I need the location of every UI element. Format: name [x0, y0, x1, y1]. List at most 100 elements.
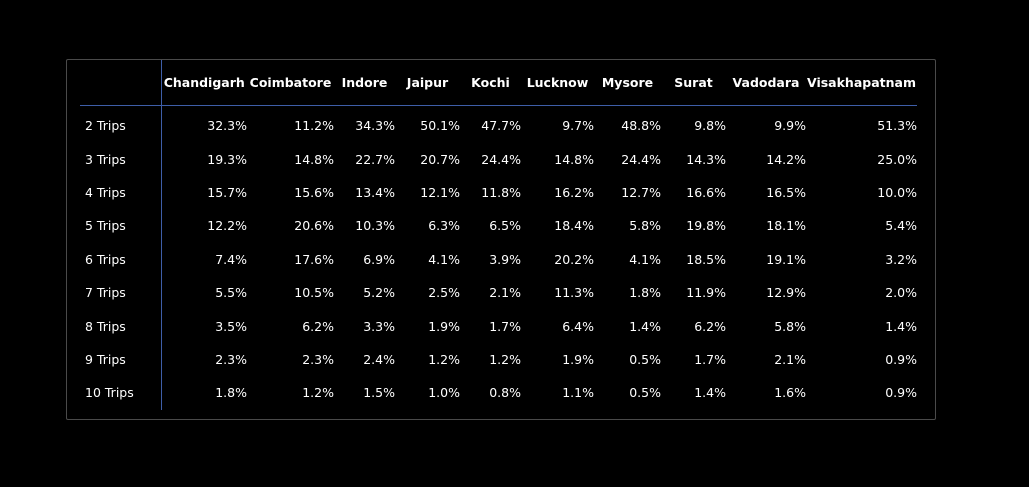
value-cell: 14.8% — [294, 151, 334, 167]
value-cell: 7.4% — [215, 251, 247, 267]
value-cell: 1.4% — [885, 318, 917, 334]
value-cell: 51.3% — [877, 118, 917, 134]
value-cell: 18.4% — [554, 218, 594, 234]
value-cell: 10.3% — [355, 218, 395, 234]
value-cell: 13.4% — [355, 184, 395, 200]
value-cell: 14.8% — [554, 151, 594, 167]
value-cell: 1.6% — [774, 385, 806, 401]
value-cell: 5.4% — [885, 218, 917, 234]
table-row: 10 Trips 1.8% 1.2% 1.5% 1.0% 0.8% 1.1% 0.5% 1.4%… — [80, 376, 917, 410]
value-cell: 11.3% — [554, 285, 594, 301]
value-cell: 0.5% — [629, 351, 661, 367]
value-cell: 2.5% — [428, 285, 460, 301]
value-cell: 12.9% — [766, 285, 806, 301]
value-cell: 2.4% — [363, 351, 395, 367]
value-cell: 1.2% — [489, 351, 521, 367]
table-row: 5 Trips 12.2% 20.6% 10.3% 6.3% 6.5% 18.4% 5.8% 1… — [80, 209, 917, 243]
value-cell: 3.5% — [215, 318, 247, 334]
value-cell: 3.3% — [363, 318, 395, 334]
row-label: 5 Trips — [80, 209, 162, 243]
value-cell: 2.3% — [215, 351, 247, 367]
data-table: Chandigarh Coimbatore Indore Jaipur Koch… — [80, 60, 917, 410]
header-row: Chandigarh Coimbatore Indore Jaipur Koch… — [80, 60, 917, 106]
value-cell: 5.8% — [629, 218, 661, 234]
column-header-lucknow: Lucknow — [521, 60, 594, 106]
value-cell: 16.6% — [686, 184, 726, 200]
value-cell: 6.2% — [694, 318, 726, 334]
row-header-cell — [80, 60, 162, 106]
value-cell: 2.0% — [885, 285, 917, 301]
value-cell: 6.4% — [562, 318, 594, 334]
column-header-jaipur: Jaipur — [395, 60, 460, 106]
value-cell: 14.3% — [686, 151, 726, 167]
row-label: 9 Trips — [80, 342, 162, 377]
value-cell: 12.7% — [621, 184, 661, 200]
row-label: 7 Trips — [80, 275, 162, 310]
value-cell: 0.8% — [489, 385, 521, 401]
table-row: 4 Trips 15.7% 15.6% 13.4% 12.1% 11.8% 16.2% 12.… — [80, 175, 917, 210]
value-cell: 32.3% — [207, 118, 247, 134]
value-cell: 1.7% — [694, 351, 726, 367]
value-cell: 16.5% — [766, 184, 806, 200]
column-header-visakhapatnam: Visakhapatnam — [806, 60, 917, 106]
table-row: 9 Trips 2.3% 2.3% 2.4% 1.2% 1.2% 1.9% 0.5% 1.7% 2… — [80, 342, 917, 377]
row-label: 4 Trips — [80, 175, 162, 210]
value-cell: 6.9% — [363, 251, 395, 267]
value-cell: 19.3% — [207, 151, 247, 167]
value-cell: 50.1% — [420, 118, 460, 134]
value-cell: 12.1% — [420, 184, 460, 200]
value-cell: 0.9% — [885, 385, 917, 401]
value-cell: 20.7% — [420, 151, 460, 167]
value-cell: 48.8% — [621, 118, 661, 134]
value-cell: 11.8% — [481, 184, 521, 200]
row-label: 10 Trips — [80, 376, 162, 410]
table-row: 7 Trips 5.5% 10.5% 5.2% 2.5% 2.1% 11.3% 1.8% 11.… — [80, 275, 917, 310]
value-cell: 1.9% — [562, 351, 594, 367]
value-cell: 2.3% — [302, 351, 334, 367]
column-header-chandigarh: Chandigarh — [161, 60, 247, 106]
column-header-vadodara: Vadodara — [726, 60, 806, 106]
value-cell: 1.4% — [694, 385, 726, 401]
value-cell: 1.0% — [428, 385, 460, 401]
row-label: 2 Trips — [80, 105, 162, 143]
value-cell: 1.2% — [302, 385, 334, 401]
value-cell: 47.7% — [481, 118, 521, 134]
value-cell: 10.0% — [877, 184, 917, 200]
row-label: 3 Trips — [80, 142, 162, 176]
value-cell: 24.4% — [481, 151, 521, 167]
value-cell: 1.5% — [363, 385, 395, 401]
value-cell: 3.9% — [489, 251, 521, 267]
value-cell: 1.1% — [562, 385, 594, 401]
value-cell: 2.1% — [774, 351, 806, 367]
column-header-surat: Surat — [661, 60, 726, 106]
row-label: 6 Trips — [80, 242, 162, 276]
value-cell: 2.1% — [489, 285, 521, 301]
value-cell: 19.8% — [686, 218, 726, 234]
value-cell: 20.6% — [294, 218, 334, 234]
table-frame: Chandigarh Coimbatore Indore Jaipur Koch… — [66, 59, 936, 420]
value-cell: 6.3% — [428, 218, 460, 234]
column-header-coimbatore: Coimbatore — [247, 60, 334, 106]
value-cell: 4.1% — [629, 251, 661, 267]
value-cell: 12.2% — [207, 218, 247, 234]
value-cell: 3.2% — [885, 251, 917, 267]
value-cell: 24.4% — [621, 151, 661, 167]
value-cell: 6.2% — [302, 318, 334, 334]
value-cell: 5.5% — [215, 285, 247, 301]
value-cell: 25.0% — [877, 151, 917, 167]
value-cell: 17.6% — [294, 251, 334, 267]
column-header-kochi: Kochi — [460, 60, 521, 106]
value-cell: 1.4% — [629, 318, 661, 334]
table-row: 2 Trips 32.3% 11.2% 34.3% 50.1% 47.7% 9.7% 48.8… — [80, 105, 917, 143]
value-cell: 11.9% — [686, 285, 726, 301]
value-cell: 0.5% — [629, 385, 661, 401]
table-row: 6 Trips 7.4% 17.6% 6.9% 4.1% 3.9% 20.2% 4.1% 18.… — [80, 242, 917, 276]
value-cell: 34.3% — [355, 118, 395, 134]
value-cell: 6.5% — [489, 218, 521, 234]
value-cell: 1.7% — [489, 318, 521, 334]
value-cell: 0.9% — [885, 351, 917, 367]
value-cell: 1.2% — [428, 351, 460, 367]
value-cell: 1.8% — [629, 285, 661, 301]
value-cell: 9.7% — [562, 118, 594, 134]
value-cell: 11.2% — [294, 118, 334, 134]
